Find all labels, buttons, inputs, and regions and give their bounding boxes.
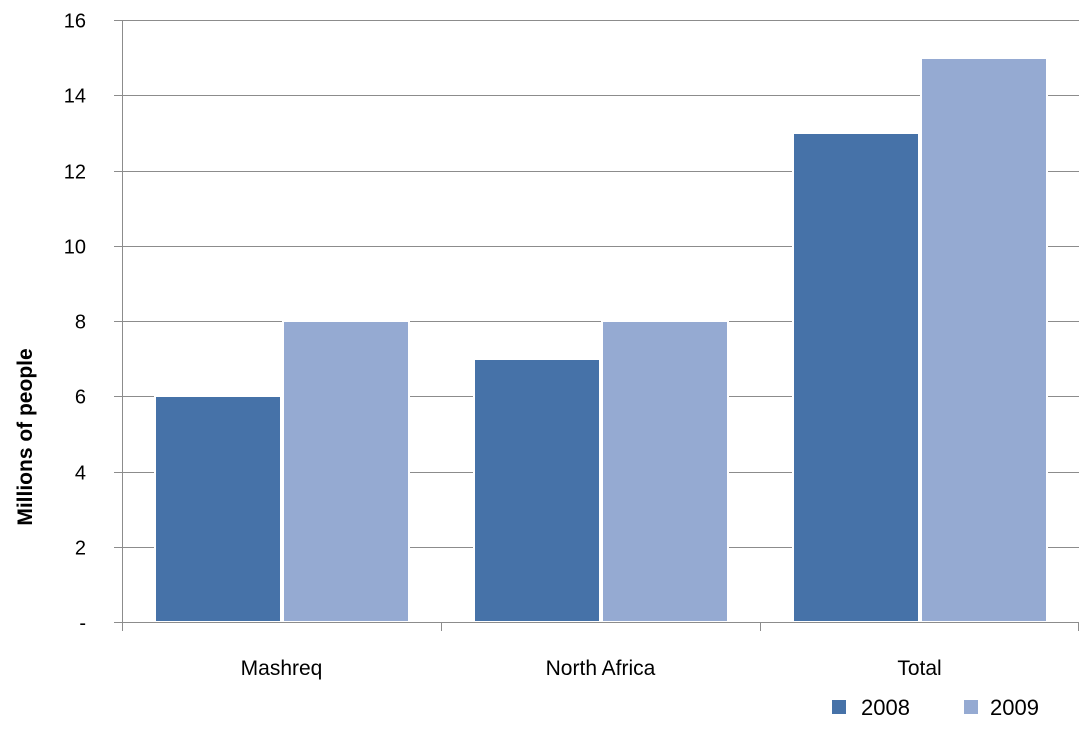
x-category-label: Total [897,657,941,680]
x-category-labels: Mashreq North Africa Total [241,657,942,680]
y-tick-label: 8 [75,312,86,334]
x-category-label: Mashreq [241,657,323,680]
bar-2009-total [920,57,1048,623]
legend-swatch-2009 [964,700,978,714]
x-category-label: North Africa [546,657,656,680]
bar-2008-north-africa [473,358,601,623]
y-axis-title: Millions of people [14,348,37,525]
legend: 2008 2009 [832,695,1039,720]
y-tick-label: 2 [75,538,86,560]
legend-swatch-2008 [832,700,846,714]
y-tick-label: 6 [75,387,86,409]
y-tick-label: 16 [64,11,86,33]
bar-2009-north-africa [601,320,729,623]
legend-label-2008: 2008 [861,695,910,720]
y-tick-label: 10 [64,237,86,259]
y-tick-label: 14 [64,86,86,108]
axes [114,20,1079,631]
y-tick-label: 12 [64,162,86,184]
bar-2008-mashreq [154,395,282,623]
bars [154,57,1048,623]
bar-2008-total [792,132,920,623]
y-tick-label: - [79,613,86,635]
y-tick-labels: - 2 4 6 8 10 12 14 16 [64,11,86,635]
legend-label-2009: 2009 [990,695,1039,720]
y-tick-label: 4 [75,463,86,485]
bar-2009-mashreq [282,320,410,623]
